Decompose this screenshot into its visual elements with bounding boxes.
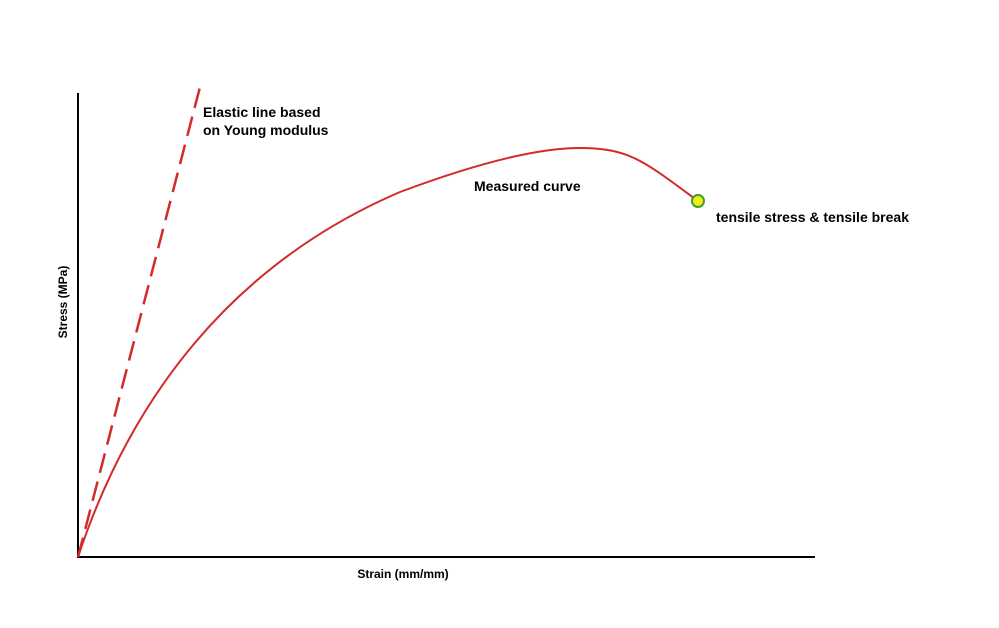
break-label: tensile stress & tensile break [716,209,909,225]
curve-label: Measured curve [474,178,581,194]
x-axis-label: Strain (mm/mm) [357,567,448,581]
y-axis-label: Stress (MPa) [56,266,70,339]
elastic-label: Elastic line based [203,104,321,120]
measured-curve [77,146,699,558]
elastic-label: on Young modulus [203,122,329,138]
elastic-line [76,86,202,558]
break-point [691,194,705,208]
